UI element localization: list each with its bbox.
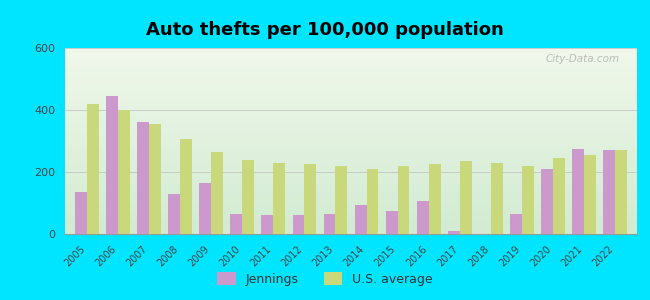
- Bar: [491, 163, 502, 234]
- Bar: [522, 166, 534, 234]
- Bar: [335, 166, 347, 234]
- Bar: [603, 150, 616, 234]
- Bar: [180, 140, 192, 234]
- Bar: [118, 110, 129, 234]
- Bar: [460, 161, 472, 234]
- Bar: [137, 122, 149, 234]
- Bar: [448, 231, 460, 234]
- Bar: [398, 166, 410, 234]
- Bar: [553, 158, 565, 234]
- Bar: [273, 163, 285, 234]
- Bar: [429, 164, 441, 234]
- Legend: Jennings, U.S. average: Jennings, U.S. average: [212, 267, 438, 291]
- Bar: [573, 149, 584, 234]
- Bar: [261, 215, 273, 234]
- Bar: [242, 160, 254, 234]
- Bar: [86, 104, 99, 234]
- Text: City-Data.com: City-Data.com: [546, 54, 620, 64]
- Bar: [304, 164, 316, 234]
- Bar: [75, 192, 86, 234]
- Bar: [355, 205, 367, 234]
- Bar: [584, 155, 596, 234]
- Bar: [417, 202, 429, 234]
- Bar: [168, 194, 180, 234]
- Bar: [386, 211, 398, 234]
- Bar: [200, 183, 211, 234]
- Bar: [292, 215, 304, 234]
- Bar: [616, 150, 627, 234]
- Bar: [211, 152, 223, 234]
- Bar: [149, 124, 161, 234]
- Bar: [230, 214, 242, 234]
- Bar: [510, 214, 522, 234]
- Bar: [367, 169, 378, 234]
- Bar: [106, 96, 118, 234]
- Text: Auto thefts per 100,000 population: Auto thefts per 100,000 population: [146, 21, 504, 39]
- Bar: [324, 214, 335, 234]
- Bar: [541, 169, 553, 234]
